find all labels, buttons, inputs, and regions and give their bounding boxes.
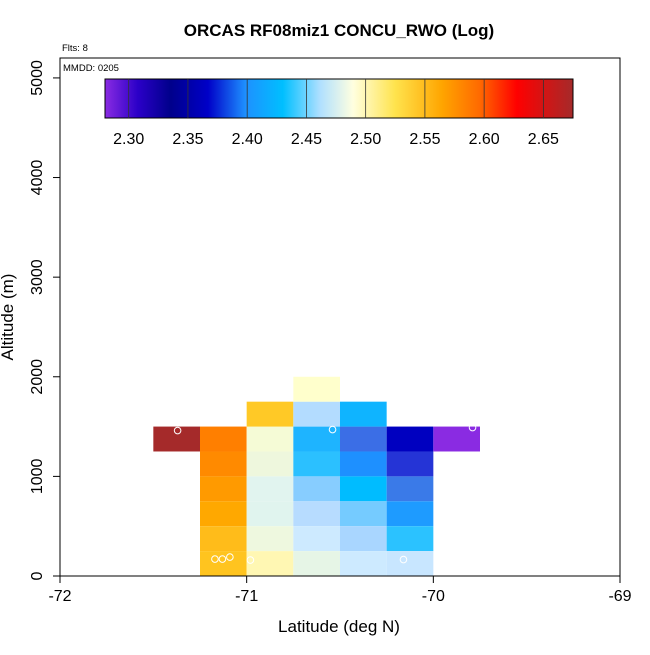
heatmap-cell [200,426,247,452]
heatmap-cell [200,501,247,527]
flights-label: Flts: 8 [62,43,88,54]
heatmap-cell [293,451,340,477]
observation-point [468,423,477,432]
heatmap-cell [340,526,387,552]
heatmap-cell [386,551,434,576]
colorbar-tick-label: 2.60 [469,131,500,148]
heatmap-cell [340,551,387,576]
colorbar: 2.30 2.35 2.40 2.45 2.50 2.55 2.60 2.65 [104,78,574,148]
colorbar-tick-label: 2.55 [409,131,440,148]
x-axis: -72 -71 -70 -69 [48,576,632,605]
colorbar-tick-label: 2.50 [350,131,381,148]
heatmap-cell [340,476,387,502]
observation-point [211,555,219,563]
observation-point [226,553,234,561]
heatmap-cell [246,426,294,452]
y-tick-label: 2000 [29,359,46,395]
heatmap-cell [200,526,247,552]
y-axis: 0 1000 2000 3000 4000 5000 [29,60,60,580]
heatmap-cell [340,401,387,427]
observation-point [246,556,255,564]
x-tick-label: -69 [608,588,631,605]
observation-point [328,425,337,434]
colorbar-tick-label: 2.65 [528,131,559,148]
chart-title: ORCAS RF08miz1 CONCU_RWO (Log) [184,21,494,40]
heatmap-cell [340,501,387,527]
y-tick-label: 1000 [29,458,46,494]
heatmap-cells [153,376,480,576]
heatmap-cell [433,426,480,452]
observation-point [218,555,227,563]
heatmap-cell [200,451,247,477]
heatmap-cell [200,476,247,502]
heatmap-cell [293,426,340,452]
colorbar-tick-label: 2.35 [172,131,203,148]
date-label: MMDD: 0205 [63,63,119,74]
heatmap-cell [246,476,294,502]
y-axis-label: Altitude (m) [0,274,17,361]
heatmap-cell [386,451,434,477]
heatmap-cell [293,476,340,502]
heatmap-cell [293,551,340,576]
heatmap-cell [246,551,294,576]
heatmap-cell [293,376,340,402]
heatmap-cell [153,426,200,452]
colorbar-tick-label: 2.45 [291,131,322,148]
heatmap-cell [246,401,294,427]
heatmap-cell [200,551,247,576]
colorbar-gradient [104,78,574,119]
x-axis-label: Latitude (deg N) [278,617,400,636]
heatmap-cell [340,451,387,477]
heatmap-cell [293,401,340,427]
heatmap-cell [293,526,340,552]
heatmap-cell [386,501,434,527]
colorbar-tick-label: 2.30 [113,131,144,148]
heatmap-cell [293,501,340,527]
x-tick-label: -71 [235,588,258,605]
y-tick-label: 0 [29,571,46,580]
heatmap-cell [246,526,294,552]
observation-point [399,555,408,564]
observation-point [173,426,182,435]
heatmap-cell [246,451,294,477]
heatmap-cell [340,426,387,452]
heatmap-cell [386,426,434,452]
y-tick-label: 5000 [29,60,46,96]
observation-points [173,423,477,564]
colorbar-ticks: 2.30 2.35 2.40 2.45 2.50 2.55 2.60 2.65 [113,79,559,148]
plot-frame [59,57,621,577]
heatmap-cell [386,476,434,502]
y-tick-label: 3000 [29,259,46,295]
x-tick-label: -72 [48,588,71,605]
heatmap-cell [386,526,434,552]
y-tick-label: 4000 [29,160,46,196]
colorbar-tick-label: 2.40 [232,131,263,148]
x-tick-label: -70 [422,588,445,605]
heatmap-cell [246,501,294,527]
